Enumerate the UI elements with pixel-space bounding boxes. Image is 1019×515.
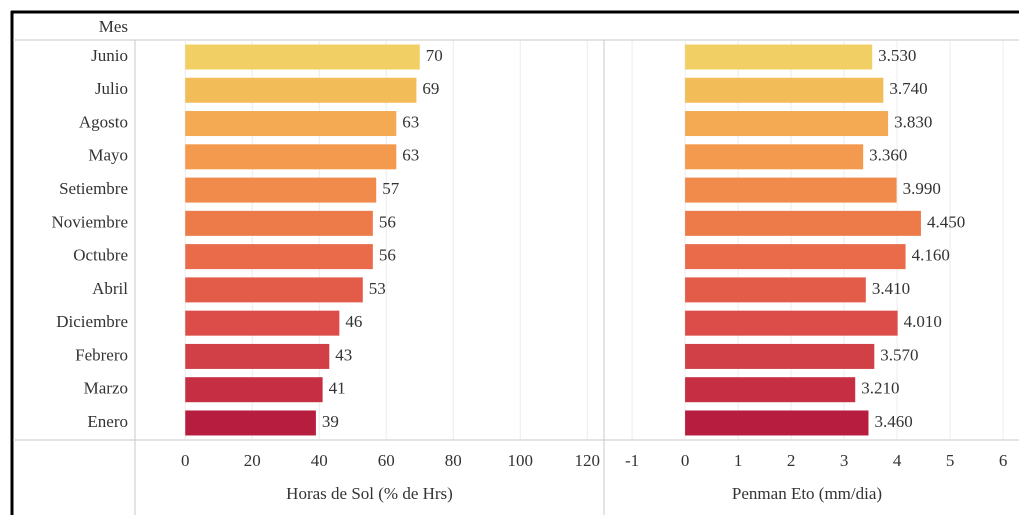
bar xyxy=(185,111,397,137)
value-label: 3.210 xyxy=(861,379,899,398)
bar xyxy=(685,77,884,103)
x-tick-label: 120 xyxy=(575,451,601,470)
row-label: Agosto xyxy=(79,112,128,131)
x-tick-label: -1 xyxy=(625,451,639,470)
value-label: 46 xyxy=(345,312,362,331)
value-label: 57 xyxy=(382,179,400,198)
bar xyxy=(185,44,420,70)
bar xyxy=(185,377,323,403)
x-tick-label: 100 xyxy=(508,451,534,470)
value-label: 3.990 xyxy=(903,179,941,198)
value-label: 4.450 xyxy=(927,212,965,231)
bar xyxy=(185,244,373,270)
row-label: Marzo xyxy=(84,379,128,398)
x-tick-label: 3 xyxy=(840,451,849,470)
value-label: 43 xyxy=(335,345,352,364)
value-label: 4.010 xyxy=(904,312,942,331)
row-label: Febrero xyxy=(75,345,128,364)
value-label: 53 xyxy=(369,279,386,298)
bar xyxy=(185,144,397,170)
x-axis-title: Penman Eto (mm/dia) xyxy=(732,484,882,503)
bar xyxy=(185,177,377,203)
row-header: Mes xyxy=(99,17,128,36)
bar xyxy=(185,77,417,103)
value-label: 56 xyxy=(379,246,396,265)
value-label: 3.830 xyxy=(894,112,932,131)
bar xyxy=(685,343,875,369)
x-tick-label: 60 xyxy=(378,451,395,470)
row-label: Noviembre xyxy=(52,212,128,231)
value-label: 3.530 xyxy=(878,46,916,65)
x-tick-label: 5 xyxy=(946,451,955,470)
bar xyxy=(685,210,921,236)
bar xyxy=(685,377,856,403)
x-tick-label: 4 xyxy=(893,451,902,470)
value-label: 63 xyxy=(402,146,419,165)
row-label: Junio xyxy=(91,46,128,65)
x-tick-label: 2 xyxy=(787,451,796,470)
row-label: Setiembre xyxy=(59,179,128,198)
x-tick-label: 20 xyxy=(244,451,261,470)
x-tick-label: 6 xyxy=(999,451,1008,470)
bar xyxy=(685,310,898,336)
bar xyxy=(685,111,889,137)
value-label: 70 xyxy=(426,46,443,65)
value-label: 56 xyxy=(379,212,396,231)
x-tick-label: 0 xyxy=(181,451,190,470)
row-label: Julio xyxy=(95,79,128,98)
bar xyxy=(185,343,330,369)
bar xyxy=(185,410,316,436)
value-label: 39 xyxy=(322,412,339,431)
value-label: 63 xyxy=(402,112,419,131)
x-tick-label: 0 xyxy=(681,451,690,470)
bar xyxy=(185,310,340,336)
bar xyxy=(685,277,866,303)
bar xyxy=(685,410,869,436)
value-label: 3.740 xyxy=(889,79,927,98)
bar xyxy=(685,144,864,170)
value-label: 4.160 xyxy=(912,246,950,265)
x-tick-label: 80 xyxy=(445,451,462,470)
bar xyxy=(185,210,373,236)
row-label: Abril xyxy=(92,279,128,298)
x-tick-label: 40 xyxy=(311,451,328,470)
value-label: 3.570 xyxy=(880,345,918,364)
row-label: Diciembre xyxy=(56,312,128,331)
bar xyxy=(185,277,363,303)
value-label: 69 xyxy=(422,79,439,98)
row-label: Enero xyxy=(87,412,128,431)
bar xyxy=(685,244,906,270)
value-label: 41 xyxy=(329,379,346,398)
x-tick-label: 1 xyxy=(734,451,743,470)
bar xyxy=(685,177,897,203)
row-label: Mayo xyxy=(88,146,128,165)
value-label: 3.460 xyxy=(874,412,912,431)
x-axis-title: Horas de Sol (% de Hrs) xyxy=(286,484,453,503)
value-label: 3.360 xyxy=(869,146,907,165)
value-label: 3.410 xyxy=(872,279,910,298)
row-label: Octubre xyxy=(73,246,128,265)
bar xyxy=(685,44,873,70)
